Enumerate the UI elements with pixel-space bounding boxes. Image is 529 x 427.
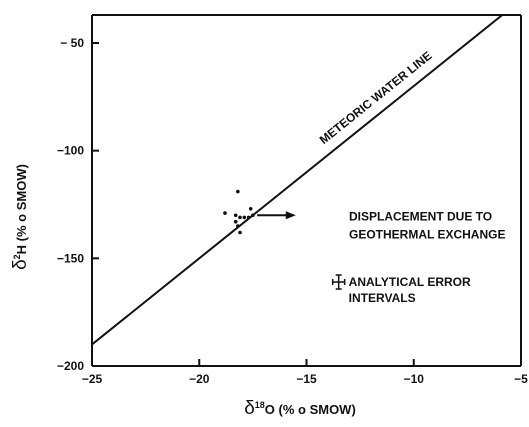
data-point [238, 215, 242, 220]
data-points [223, 189, 255, 235]
x-tick-label: −20 [189, 372, 210, 386]
meteoric-water-line-group: METEORIC WATER LINE [92, 15, 504, 346]
x-axis-title: δ18O (% o SMOW) [244, 398, 356, 419]
displacement-label-line: GEOTHERMAL EXCHANGE [349, 227, 505, 241]
data-point [246, 215, 251, 220]
data-point [233, 219, 238, 224]
displacement-arrow-head [285, 211, 296, 220]
axes [91, 14, 522, 367]
data-point [242, 215, 247, 220]
x-axis-superscript: 18 [255, 400, 265, 410]
data-point [236, 224, 240, 228]
data-point [248, 207, 253, 211]
x-axis-delta: δ [244, 398, 255, 419]
y-axis-superscript: 2 [12, 254, 22, 259]
x-tick-label: −15 [296, 372, 317, 386]
annotations: DISPLACEMENT DUE TO GEOTHERMAL EXCHANGE AN… [257, 209, 505, 305]
data-point [238, 230, 242, 235]
y-tick-label: −200 [57, 359, 84, 373]
x-tick-label: −10 [404, 372, 425, 386]
y-tick-label: −100 [57, 144, 84, 158]
data-point [233, 213, 238, 218]
x-tick-label: −25 [82, 372, 103, 386]
y-tick-label: −150 [57, 251, 84, 265]
data-point [251, 213, 255, 218]
displacement-label-line: DISPLACEMENT DUE TO [349, 209, 492, 223]
y-axis-title: δ2H (% o SMOW) [10, 164, 31, 270]
x-axis-rest: O (% o SMOW) [265, 402, 356, 417]
meteoric-water-line [92, 15, 504, 346]
data-point [236, 189, 240, 194]
y-tick-label: − 50 [60, 36, 84, 50]
y-axis-title-group: δ2H (% o SMOW) [10, 164, 31, 270]
y-axis-rest: H (% o SMOW) [14, 164, 29, 254]
ticks: −25 −20 −15 −10 −5 −200 −150 −100 − 50 [57, 36, 528, 386]
x-tick-label: −5 [514, 372, 528, 386]
y-axis-delta: δ [10, 259, 31, 270]
error-label-line: INTERVALS [349, 291, 416, 305]
meteoric-water-line-label: METEORIC WATER LINE [317, 49, 435, 147]
data-point [223, 211, 227, 215]
error-label-line: ANALYTICAL ERROR [349, 275, 471, 289]
